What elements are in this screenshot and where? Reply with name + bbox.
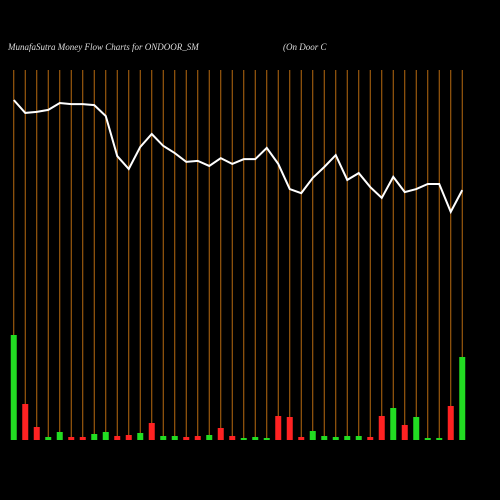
bar <box>275 416 282 440</box>
bar <box>45 437 52 440</box>
bar <box>171 436 178 440</box>
bar <box>286 417 293 440</box>
bar <box>33 427 40 440</box>
money-flow-line <box>13 99 464 215</box>
bar <box>229 436 236 440</box>
bar <box>217 428 224 440</box>
bar <box>459 357 466 440</box>
bar <box>367 437 374 440</box>
bar <box>102 432 109 440</box>
bar <box>378 416 385 440</box>
bar <box>125 435 132 440</box>
bar <box>114 436 121 440</box>
bar <box>137 433 144 440</box>
bar <box>22 404 29 440</box>
bar <box>252 437 259 440</box>
bar <box>401 425 408 440</box>
bar <box>355 436 362 440</box>
bar <box>56 432 63 440</box>
bar <box>309 431 316 440</box>
bar <box>91 434 98 440</box>
bar <box>68 437 75 440</box>
chart-subtitle: (On Door C <box>283 42 327 52</box>
bar <box>413 417 420 440</box>
bar <box>160 436 167 440</box>
bar <box>298 437 305 440</box>
bar <box>194 436 201 440</box>
bar <box>79 437 86 440</box>
bar <box>321 436 328 440</box>
bar <box>447 406 454 440</box>
bar <box>10 335 17 440</box>
bar <box>183 437 190 440</box>
chart-title: MunafaSutra Money Flow Charts for ONDOOR… <box>7 42 199 52</box>
bar <box>390 408 397 440</box>
bar <box>206 435 213 440</box>
bar <box>344 436 351 440</box>
bar <box>148 423 155 440</box>
bar <box>240 438 247 440</box>
bar <box>263 438 270 440</box>
bar <box>424 438 431 440</box>
bar <box>436 438 443 440</box>
bar <box>332 437 339 440</box>
